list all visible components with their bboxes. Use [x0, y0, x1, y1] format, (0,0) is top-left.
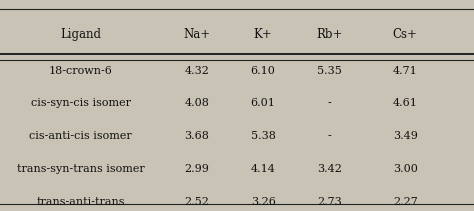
Text: 5.38: 5.38: [251, 131, 275, 141]
Text: 4.32: 4.32: [184, 66, 209, 76]
Text: 6.01: 6.01: [251, 98, 275, 108]
Text: 2.27: 2.27: [393, 196, 418, 207]
Text: Cs+: Cs+: [393, 28, 418, 41]
Text: cis-anti-cis isomer: cis-anti-cis isomer: [29, 131, 132, 141]
Text: -: -: [328, 98, 331, 108]
Text: 2.73: 2.73: [317, 196, 342, 207]
Text: 3.26: 3.26: [251, 196, 275, 207]
Text: 2.52: 2.52: [184, 196, 209, 207]
Text: 5.35: 5.35: [317, 66, 342, 76]
Text: trans-syn-trans isomer: trans-syn-trans isomer: [17, 164, 145, 174]
Text: 3.00: 3.00: [393, 164, 418, 174]
Text: trans-anti-trans: trans-anti-trans: [36, 196, 125, 207]
Text: 3.42: 3.42: [317, 164, 342, 174]
Text: 3.49: 3.49: [393, 131, 418, 141]
Text: Na+: Na+: [183, 28, 210, 41]
Text: 4.61: 4.61: [393, 98, 418, 108]
Text: Rb+: Rb+: [316, 28, 343, 41]
Text: -: -: [328, 131, 331, 141]
Text: cis-syn-cis isomer: cis-syn-cis isomer: [31, 98, 130, 108]
Text: 4.08: 4.08: [184, 98, 209, 108]
Text: 18-crown-6: 18-crown-6: [49, 66, 112, 76]
Text: 6.10: 6.10: [251, 66, 275, 76]
Text: 4.71: 4.71: [393, 66, 418, 76]
Text: K+: K+: [254, 28, 273, 41]
Text: 3.68: 3.68: [184, 131, 209, 141]
Text: Ligand: Ligand: [60, 28, 101, 41]
Text: 4.14: 4.14: [251, 164, 275, 174]
Text: 2.99: 2.99: [184, 164, 209, 174]
